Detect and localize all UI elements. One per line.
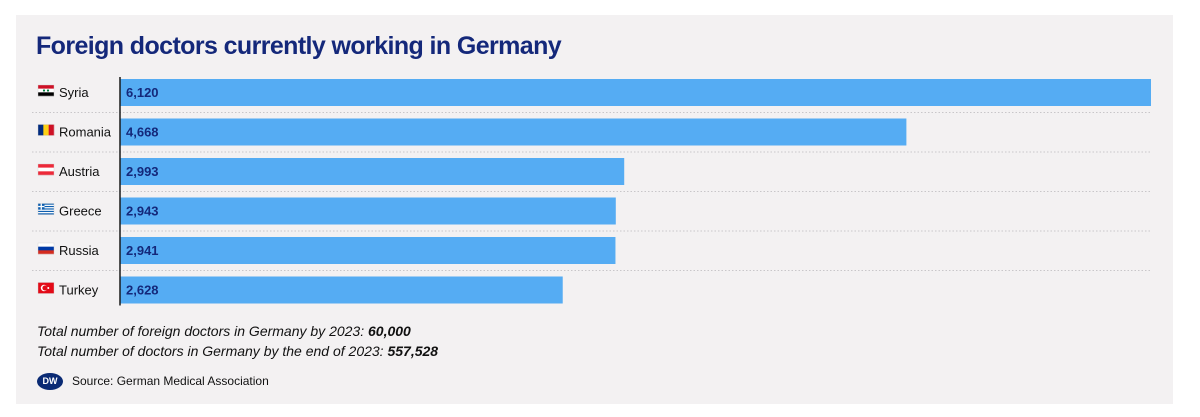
bar-chart: 6,120 Syria 4,668 Romania 2,993 Austria 2,943 G…	[32, 77, 1151, 306]
note-foreign-doctors: Total number of foreign doctors in Germa…	[37, 323, 411, 339]
note-value: 557,528	[387, 343, 439, 359]
notes: Total number of foreign doctors in Germa…	[37, 321, 438, 361]
bar-turkey	[120, 276, 563, 304]
dw-logo-icon: DW	[37, 372, 63, 390]
category-label: Romania	[59, 125, 112, 140]
syria-flag-icon	[37, 84, 55, 97]
note-value: 60,000	[368, 323, 411, 339]
bar-value-label: 2,941	[126, 243, 159, 258]
bar-value-label: 2,628	[126, 283, 159, 298]
bar-value-label: 6,120	[126, 85, 159, 100]
category-label: Turkey	[59, 283, 99, 298]
chart-title: Foreign doctors currently working in Ger…	[36, 32, 562, 60]
greece-flag-icon	[37, 203, 55, 215]
source-text: Source: German Medical Association	[72, 374, 269, 388]
category-label: Austria	[59, 164, 100, 179]
bar-syria	[120, 79, 1151, 106]
bar-russia	[120, 237, 616, 264]
russia-flag-icon	[37, 242, 55, 255]
turkey-flag-icon	[37, 282, 55, 294]
bar-value-label: 2,943	[126, 204, 159, 219]
bar-romania	[120, 118, 907, 146]
bar-value-label: 4,668	[126, 125, 159, 140]
romania-flag-icon	[37, 124, 55, 136]
bar-austria	[120, 158, 625, 185]
category-label: Russia	[59, 243, 100, 258]
austria-flag-icon	[37, 163, 55, 176]
source-line: DW Source: German Medical Association	[37, 372, 269, 390]
note-total-doctors: Total number of doctors in Germany by th…	[37, 343, 439, 359]
category-label: Syria	[59, 85, 89, 100]
bar-greece	[120, 197, 616, 225]
bar-value-label: 2,993	[126, 164, 159, 179]
category-label: Greece	[59, 204, 102, 219]
